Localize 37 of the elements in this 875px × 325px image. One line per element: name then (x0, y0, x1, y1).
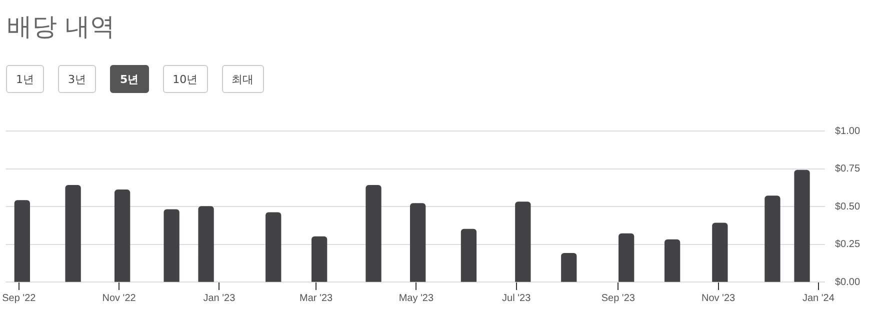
x-tick-label: May '23 (398, 292, 434, 304)
y-tick-label: $1.00 (835, 126, 860, 137)
bar (794, 170, 810, 282)
x-tick-label: Nov '23 (701, 292, 736, 304)
bar (561, 252, 577, 282)
bar (198, 206, 214, 282)
x-tick-label: Sep '23 (601, 292, 636, 304)
text: 1년 (6, 65, 44, 93)
text: 10년 (162, 65, 208, 93)
bar (114, 190, 130, 282)
text: 최대 (222, 65, 264, 93)
x-tick-label: Sep '22 (2, 292, 36, 304)
bar (664, 239, 680, 282)
bar (164, 209, 180, 282)
x-tick-label: Jan '24 (802, 292, 835, 304)
text: 3년 (58, 65, 96, 93)
bar (764, 196, 780, 282)
bar (65, 185, 81, 282)
text: 5년 (110, 65, 149, 93)
y-tick-label: $0.75 (835, 164, 860, 174)
bar (366, 185, 382, 282)
bar (312, 236, 328, 282)
bar (266, 212, 282, 282)
x-tick-label: Jan '23 (203, 292, 236, 304)
x-tick-label: Jul '23 (502, 292, 532, 304)
chart-title: 배당 내역 (7, 11, 115, 43)
bar (618, 233, 634, 282)
y-tick-label: $0.25 (835, 239, 860, 250)
x-tick-label: Mar '23 (300, 292, 333, 304)
y-tick-label: $0.00 (835, 276, 860, 288)
bar (515, 202, 531, 282)
bar (712, 222, 728, 282)
y-tick-label: $0.50 (835, 201, 860, 212)
bar (410, 203, 426, 282)
x-tick-label: Nov '22 (102, 292, 136, 304)
bar (14, 200, 30, 282)
bar (460, 228, 477, 282)
